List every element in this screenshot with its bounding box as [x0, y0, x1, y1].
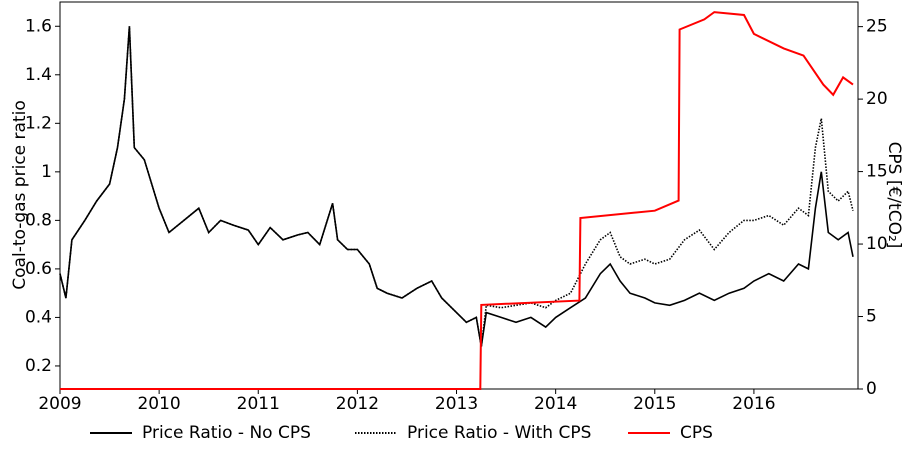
legend-label: Price Ratio - With CPS	[407, 423, 591, 443]
y2-tick-label: 10	[866, 234, 888, 254]
x-tick-label: 2016	[732, 394, 775, 414]
y-tick-label: 0.4	[25, 307, 52, 327]
plot-frame	[59, 1, 859, 390]
y2-tick-label: 15	[866, 162, 888, 182]
legend-label: CPS	[680, 423, 713, 443]
y-tick-label: 1.4	[25, 65, 52, 85]
y-tick-label: 0.6	[25, 259, 52, 279]
series-line	[59, 26, 854, 347]
x-tick-label: 2011	[237, 394, 280, 414]
legend-label: Price Ratio - No CPS	[142, 423, 311, 443]
series-line	[60, 11, 854, 390]
y2-tick-label: 0	[866, 379, 877, 399]
y-tick-label: 1.2	[25, 113, 52, 133]
series-line	[59, 26, 854, 347]
x-tick-label: 2010	[137, 394, 180, 414]
x-tick-label: 2012	[336, 394, 379, 414]
x-tick-label: 2013	[435, 394, 478, 414]
y2-tick-label: 5	[866, 307, 877, 327]
x-tick-label: 2014	[534, 394, 577, 414]
y-tick-label: 0.2	[25, 356, 52, 376]
x-tick-label: 2009	[38, 394, 81, 414]
y-tick-label: 0.8	[25, 210, 52, 230]
y2-tick-label: 25	[866, 17, 888, 37]
y2-axis-label: CPS [€/tCO₂]	[884, 142, 902, 249]
y-tick-label: 1.6	[25, 16, 52, 36]
y-tick-label: 1	[41, 162, 52, 182]
y-axis-label: Coal-to-gas price ratio	[10, 100, 30, 289]
y2-tick-label: 20	[866, 89, 888, 109]
x-tick-label: 2015	[633, 394, 676, 414]
